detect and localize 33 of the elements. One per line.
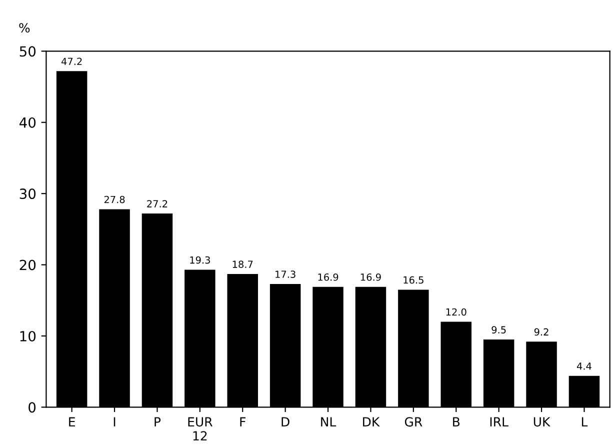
data-label: 9.5 xyxy=(492,326,506,334)
y-tick-label: 10 xyxy=(20,330,36,342)
data-label: 18.7 xyxy=(232,260,253,268)
x-tick-label: EUR 12 xyxy=(188,417,212,440)
x-tick-label: NL xyxy=(321,417,336,426)
data-label: 27.8 xyxy=(104,196,125,204)
x-tick-label: GR xyxy=(404,417,422,427)
y-axis-title: % xyxy=(19,23,30,33)
x-tick-label: L xyxy=(582,417,588,426)
data-label: 16.9 xyxy=(360,273,381,281)
x-tick-label: IRL xyxy=(490,417,508,426)
x-tick-label: DK xyxy=(363,417,380,426)
data-label: 17.3 xyxy=(276,270,296,278)
data-label: 16.9 xyxy=(318,273,338,281)
x-tick-label: I xyxy=(114,417,116,426)
y-tick-label: 40 xyxy=(19,117,36,128)
data-label: 19.3 xyxy=(190,256,210,264)
x-tick-label: UK xyxy=(534,417,550,427)
data-label: 9.2 xyxy=(534,328,548,336)
y-tick-label: 30 xyxy=(20,188,36,200)
y-tick-label: 50 xyxy=(20,46,36,57)
x-tick-label: F xyxy=(240,417,246,426)
x-tick-label: B xyxy=(453,417,460,426)
x-tick-label: P xyxy=(154,417,161,426)
data-label: 4.4 xyxy=(576,362,592,370)
y-tick-label: 0 xyxy=(28,402,36,413)
data-label: 12.0 xyxy=(446,308,466,316)
x-tick-label: D xyxy=(282,417,290,426)
y-tick-label: 20 xyxy=(20,260,36,270)
data-label: 47.2 xyxy=(61,58,82,65)
data-label: 16.5 xyxy=(404,276,424,284)
x-tick-label: E xyxy=(69,417,75,426)
data-label: 27.2 xyxy=(147,200,168,208)
